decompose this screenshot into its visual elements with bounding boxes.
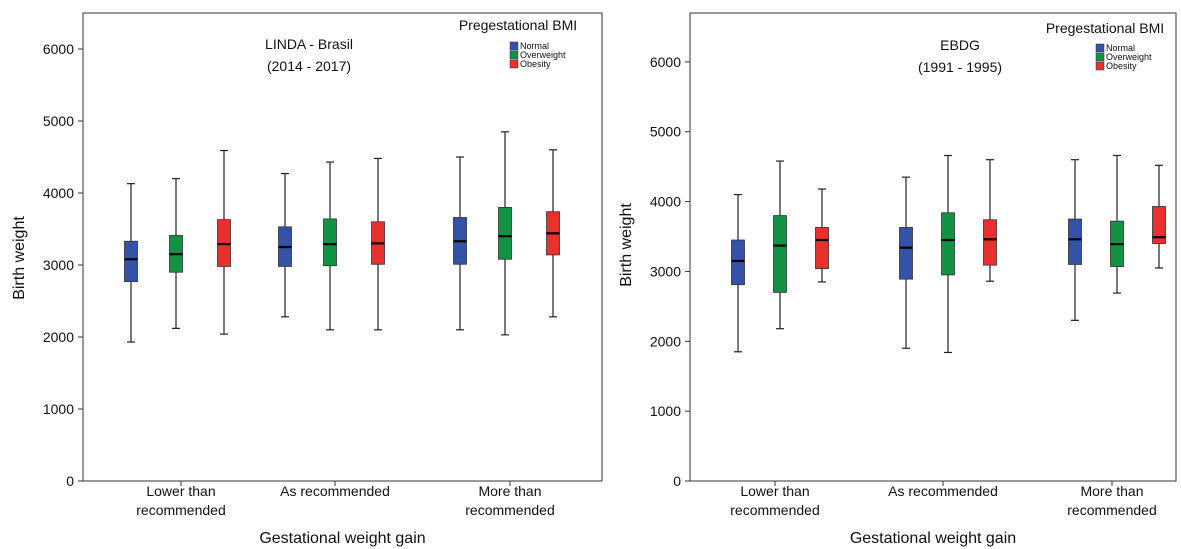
box-obesity-3 [1152,164,1166,269]
chart-title: LINDA - Brasil [265,36,353,52]
y-tick-label: 6000 [43,41,74,57]
chart-title: EBDG [940,37,980,53]
box-iqr [773,215,787,293]
legend-swatch-normal [1095,43,1105,53]
plot-frame [82,12,603,482]
chart-subtitle: (2014 - 2017) [267,58,351,74]
x-tick-label: As recommended [280,483,390,499]
y-tick-label: 5000 [650,124,681,140]
box-iqr [498,206,512,260]
x-axis-label: Gestational weight gain [850,530,1016,547]
box-iqr [815,227,829,270]
legend-title: Pregestational BMI [459,17,577,33]
box-iqr [731,239,745,286]
chart-panel-2: 0 1000 2000 3000 4000 5000 6000 Birth weight Ges… [618,12,1177,547]
box-normal-1 [731,194,745,353]
y-axis-label: Birth weight [11,216,28,300]
box-overweight-2 [323,161,337,331]
y-tick-label: 2000 [43,329,74,345]
y-tick-label: 3000 [650,263,681,279]
box-normal-1 [124,183,138,343]
plot-frame [689,12,1177,482]
box-iqr [941,212,955,276]
box-overweight-3 [498,131,512,336]
box-iqr [323,218,337,267]
y-tick-label: 6000 [650,54,681,70]
box-iqr [1068,218,1082,265]
box-normal-2 [899,176,913,349]
x-tick-label-line2: recommended [465,502,555,518]
y-tick-label: 0 [673,473,681,489]
legend-label-overweight: Overweight [520,50,566,60]
box-normal-2 [278,172,292,318]
legend-label-obesity: Obesity [520,59,551,69]
y-tick-label: 3000 [43,257,74,273]
box-overweight-1 [169,178,183,329]
box-obesity-2 [371,157,385,331]
legend-label-normal: Normal [1106,43,1135,53]
y-tick-label: 1000 [43,401,74,417]
y-tick-label: 2000 [650,333,681,349]
box-iqr [124,240,138,282]
x-tick-label: More than [1080,483,1143,499]
y-tick-label: 4000 [650,194,681,210]
box-normal-3 [1068,159,1082,321]
box-iqr [983,219,997,266]
box-obesity-1 [217,149,231,335]
y-tick-label: 5000 [43,113,74,129]
y-tick-label: 0 [66,473,74,489]
box-obesity-1 [815,188,829,283]
legend-title: Pregestational BMI [1046,20,1164,36]
box-overweight-1 [773,160,787,330]
legend-swatch-overweight [1095,52,1105,62]
legend-swatch-overweight [509,50,519,60]
box-iqr [1152,206,1166,244]
y-tick-label: 1000 [650,403,681,419]
y-tick-label: 4000 [43,185,74,201]
x-tick-label: Lower than [740,483,809,499]
y-axis-label: Birth weight [618,203,635,287]
x-tick-label: More than [478,483,541,499]
chart-panel-1: 0 1000 2000 3000 4000 5000 6000 Birth weight Ges… [11,12,603,547]
legend-label-obesity: Obesity [1106,61,1137,71]
legend-swatch-obesity [1095,61,1105,71]
legend-swatch-normal [509,41,519,51]
box-iqr [899,227,913,280]
x-tick-label-line2: recommended [1067,502,1157,518]
box-overweight-2 [941,154,955,354]
x-tick-label: Lower than [146,483,215,499]
legend-label-overweight: Overweight [1106,52,1152,62]
box-obesity-2 [983,159,997,282]
box-normal-3 [453,156,467,331]
legend-label-normal: Normal [520,41,549,51]
x-tick-label: As recommended [888,483,998,499]
chart-subtitle: (1991 - 1995) [918,59,1002,75]
box-obesity-3 [546,149,560,318]
x-tick-label-line2: recommended [730,502,820,518]
legend-swatch-obesity [509,59,519,69]
x-tick-label-line2: recommended [136,502,226,518]
x-axis-label: Gestational weight gain [259,530,425,547]
box-overweight-3 [1110,154,1124,294]
